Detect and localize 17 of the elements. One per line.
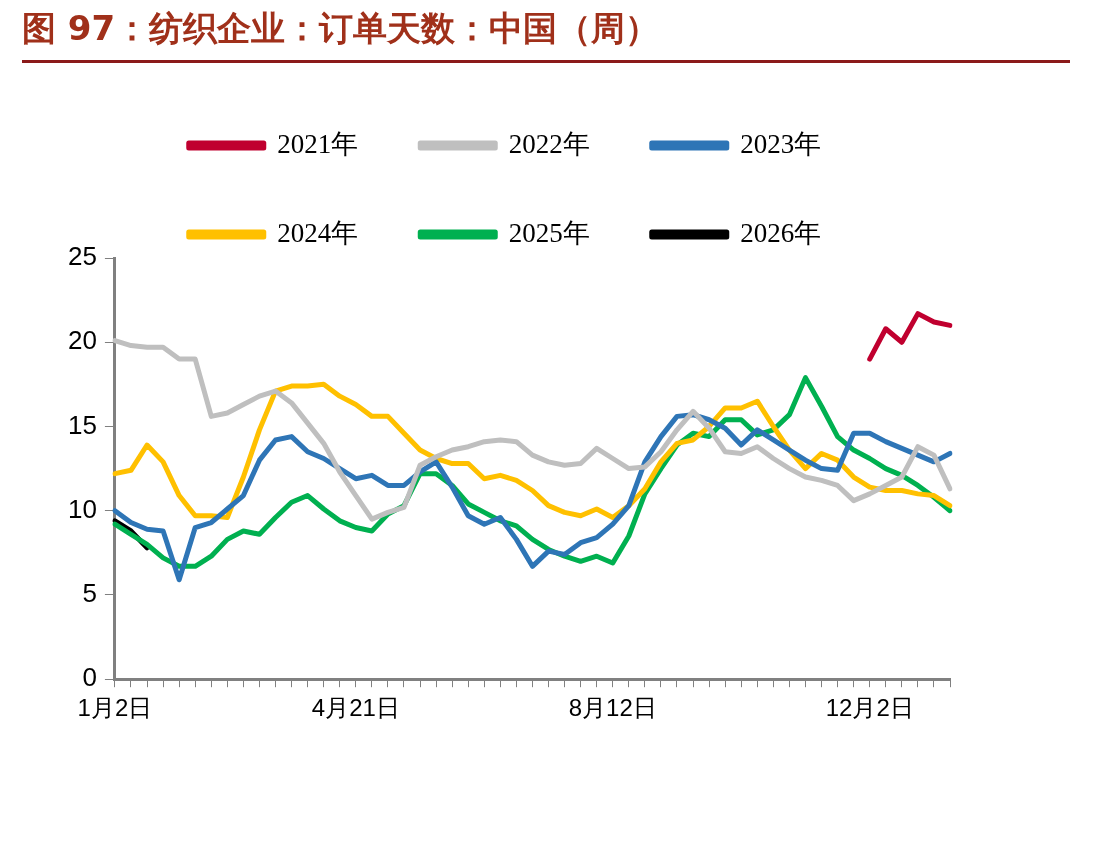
x-tick-label: 8月12日	[568, 694, 657, 722]
legend-label: 2026年	[740, 217, 822, 248]
y-tick-label: 15	[68, 409, 97, 440]
y-tick-label: 5	[82, 578, 97, 609]
y-tick-label: 25	[68, 241, 97, 272]
legend-label: 2023年	[740, 128, 822, 159]
legend-label: 2021年	[277, 128, 359, 159]
y-tick-label: 20	[68, 325, 97, 356]
y-tick-label: 0	[82, 662, 97, 693]
x-tick-label: 1月2日	[77, 694, 153, 722]
legend-label: 2022年	[508, 128, 590, 159]
x-tick-label: 4月21日	[311, 694, 400, 722]
y-tick-label: 10	[68, 493, 97, 524]
x-tick-label: 12月2日	[825, 694, 914, 722]
legend-label: 2024年	[277, 217, 359, 248]
chart-title: 图 97：纺织企业：订单天数：中国（周）	[22, 6, 1070, 63]
legend-label: 2025年	[508, 217, 590, 248]
